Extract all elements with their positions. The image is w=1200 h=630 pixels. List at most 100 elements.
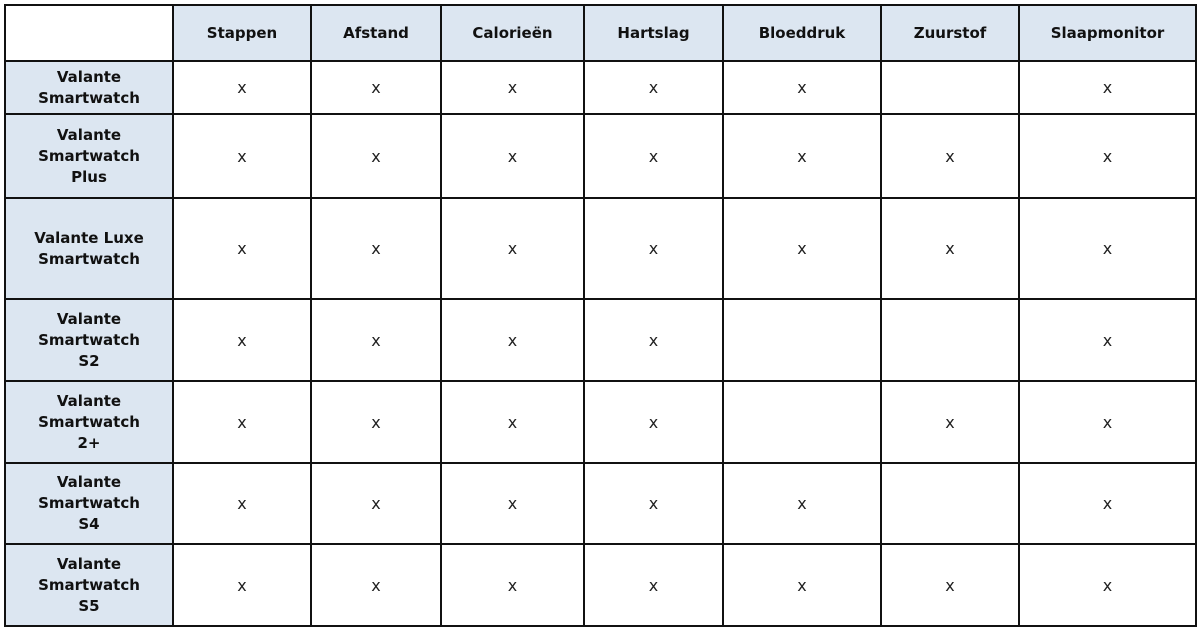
feature-cell: x [1018, 462, 1197, 545]
feature-cell: x [1018, 298, 1197, 382]
feature-cell: x [310, 60, 442, 115]
check-mark: x [1102, 146, 1113, 166]
check-mark: x [1102, 575, 1113, 595]
check-mark: x [371, 575, 381, 595]
feature-cell: x [880, 543, 1020, 627]
feature-cell: x [583, 298, 724, 382]
row-header-line: Smartwatch [38, 575, 140, 594]
feature-cell: x [310, 380, 442, 464]
feature-cell: x [722, 197, 882, 300]
check-mark: x [237, 78, 247, 97]
table-row: Valante Smartwatch x x x x x x [4, 60, 1197, 115]
feature-cell: x [880, 113, 1020, 199]
check-mark: x [237, 146, 247, 166]
feature-cell: x [440, 380, 585, 464]
row-header-line: Plus [71, 167, 107, 186]
column-header: Slaapmonitor [1018, 4, 1197, 62]
feature-cell: x [1018, 113, 1197, 199]
table-row: Valante Smartwatch Plus x x x x x x x [4, 113, 1197, 199]
check-mark: x [371, 78, 381, 97]
table-row: Valante Smartwatch S4 x x x x x x [4, 462, 1197, 545]
check-mark: x [371, 494, 381, 513]
row-header-line: Valante [56, 125, 122, 144]
corner-cell [4, 4, 174, 62]
feature-cell: x [440, 462, 585, 545]
feature-comparison-table: Stappen Afstand Calorieën Hartslag Bloed… [4, 4, 1197, 627]
check-mark: x [945, 239, 955, 258]
feature-cell: x [310, 113, 442, 199]
feature-cell: x [172, 197, 312, 300]
feature-cell: x [440, 197, 585, 300]
feature-cell: x [1018, 197, 1197, 300]
check-mark: x [507, 78, 518, 97]
check-mark: x [945, 146, 955, 166]
check-mark: x [1102, 330, 1113, 350]
column-header: Stappen [172, 4, 312, 62]
feature-cell: x [880, 197, 1020, 300]
feature-cell: x [722, 462, 882, 545]
check-mark: x [1102, 412, 1113, 432]
check-mark: x [237, 239, 247, 258]
check-mark: x [648, 494, 659, 513]
feature-cell: x [172, 380, 312, 464]
check-mark: x [648, 412, 659, 432]
row-header-line: Valante [56, 473, 122, 491]
row-header: Valante Smartwatch [4, 60, 174, 115]
check-mark: x [648, 575, 659, 595]
feature-cell: x [722, 60, 882, 115]
row-header: Valante Luxe Smartwatch [4, 197, 174, 300]
feature-cell: x [583, 60, 724, 115]
check-mark: x [797, 494, 807, 513]
feature-cell: x [310, 543, 442, 627]
check-mark: x [1102, 494, 1113, 513]
table-row: Valante Smartwatch S5 x x x x x x x [4, 543, 1197, 627]
feature-cell: x [1018, 543, 1197, 627]
header-row: Stappen Afstand Calorieën Hartslag Bloed… [4, 4, 1197, 62]
column-header: Bloeddruk [722, 4, 882, 62]
feature-cell: x [583, 462, 724, 545]
feature-cell: x [583, 543, 724, 627]
check-mark: x [945, 575, 955, 595]
feature-cell: x [440, 60, 585, 115]
check-mark: x [507, 239, 518, 258]
row-header-line: Valante [56, 67, 122, 86]
feature-cell: x [722, 543, 882, 627]
check-mark: x [797, 146, 807, 166]
feature-cell: x [172, 543, 312, 627]
feature-cell: x [172, 298, 312, 382]
feature-cell: x [440, 543, 585, 627]
row-header: Valante Smartwatch S4 [4, 462, 174, 545]
row-header-line: Smartwatch [38, 249, 140, 268]
column-header: Hartslag [583, 4, 724, 62]
row-header: Valante Smartwatch Plus [4, 113, 174, 199]
check-mark: x [648, 78, 659, 97]
check-mark: x [1102, 239, 1113, 258]
table-row: Valante Smartwatch 2+ x x x x x x [4, 380, 1197, 464]
row-header: Valante Smartwatch S2 [4, 298, 174, 382]
check-mark: x [371, 330, 381, 350]
row-header-line: Valante Luxe [34, 228, 144, 247]
table-row: Valante Smartwatch S2 x x x x x [4, 298, 1197, 382]
check-mark: x [237, 575, 247, 595]
feature-cell: x [440, 298, 585, 382]
feature-cell: x [440, 113, 585, 199]
feature-cell: x [583, 380, 724, 464]
row-header-line: Valante [56, 309, 122, 328]
feature-cell: x [1018, 60, 1197, 115]
feature-cell [722, 298, 882, 382]
check-mark: x [648, 146, 659, 166]
check-mark: x [371, 146, 381, 166]
row-header-line: Smartwatch [38, 412, 140, 431]
check-mark: x [648, 330, 659, 350]
check-mark: x [648, 239, 659, 258]
column-header: Calorieën [440, 4, 585, 62]
row-header-line: Smartwatch [38, 88, 140, 107]
check-mark: x [797, 575, 807, 595]
feature-cell: x [310, 462, 442, 545]
row-header-line: S5 [78, 596, 100, 615]
check-mark: x [237, 412, 247, 432]
feature-cell: x [310, 298, 442, 382]
check-mark: x [507, 494, 518, 513]
feature-cell [722, 380, 882, 464]
check-mark: x [797, 78, 807, 97]
